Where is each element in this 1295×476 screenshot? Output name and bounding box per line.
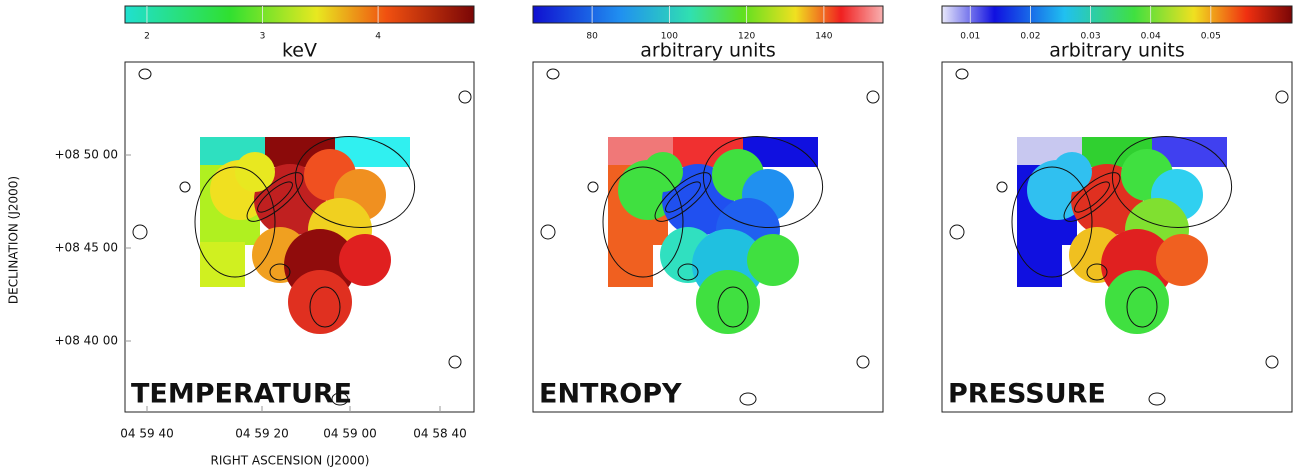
y-axis-label: DECLINATION (J2000) [7, 176, 21, 304]
contour [194, 166, 276, 278]
colorbar-tick-label: 4 [375, 32, 381, 42]
map [540, 68, 880, 406]
contour [702, 135, 824, 229]
contour [132, 224, 148, 240]
contour [677, 263, 699, 281]
panel-frame [532, 61, 884, 413]
contour [540, 224, 556, 240]
contour [546, 68, 560, 80]
colorbar-tick-label: 120 [738, 32, 755, 42]
panel-frame [941, 61, 1293, 413]
contour [246, 172, 304, 222]
contour [955, 68, 969, 80]
colorbar-tick-label: 0.05 [1201, 32, 1221, 42]
contour [309, 286, 341, 328]
colorbar-label: arbitrary units [1049, 40, 1185, 62]
contour [1275, 90, 1289, 104]
colorbar-tick-label: 0.01 [960, 32, 980, 42]
contour [179, 181, 191, 193]
y-tick-label: +08 45 00 [55, 241, 119, 255]
contour [269, 263, 291, 281]
panel-label: PRESSURE [948, 379, 1106, 410]
panel-label: ENTROPY [539, 379, 682, 410]
contour [257, 181, 293, 213]
contour [739, 392, 757, 406]
map-region [288, 270, 352, 334]
map-region [235, 152, 275, 192]
colorbar [941, 5, 1293, 24]
x-tick-label: 04 59 20 [235, 427, 288, 441]
colorbar [124, 5, 475, 24]
contour [866, 90, 880, 104]
contour [654, 172, 712, 222]
map-region [747, 234, 799, 286]
contour [448, 355, 462, 369]
contour [331, 392, 349, 406]
colorbar-tick-label: 2 [144, 32, 150, 42]
colorbar-tick-label: 100 [661, 32, 678, 42]
contour [294, 135, 416, 229]
contour [138, 68, 152, 80]
map-region [643, 152, 683, 192]
y-tick-label: +08 40 00 [55, 334, 119, 348]
contour [1265, 355, 1279, 369]
contour [1111, 135, 1233, 229]
colorbar-tick-label: 0.02 [1020, 32, 1040, 42]
x-axis-label: RIGHT ASCENSION (J2000) [211, 454, 370, 468]
contour [458, 90, 472, 104]
contour [1063, 172, 1121, 222]
map-region [339, 234, 391, 286]
panel-frame [124, 61, 475, 413]
map-region [1017, 242, 1062, 287]
colorbar [532, 5, 884, 24]
colorbar-tick-label: 80 [586, 32, 598, 42]
x-tick-label: 04 58 40 [413, 427, 466, 441]
x-tick-label: 04 59 40 [120, 427, 173, 441]
colorbar-label: keV [282, 40, 317, 62]
colorbar-tick-label: 3 [260, 32, 266, 42]
contour [996, 181, 1008, 193]
map [949, 68, 1289, 406]
contour [856, 355, 870, 369]
contour [1074, 181, 1110, 213]
contour [665, 181, 701, 213]
contour [587, 181, 599, 193]
colorbar-label: arbitrary units [640, 40, 776, 62]
x-tick-label: 04 59 00 [323, 427, 376, 441]
map-region [1105, 270, 1169, 334]
contour [1126, 286, 1158, 328]
contour [602, 166, 684, 278]
map-region [200, 242, 245, 287]
contour [1011, 166, 1093, 278]
contour [717, 286, 749, 328]
contour [1086, 263, 1108, 281]
contour [1148, 392, 1166, 406]
map-region [696, 270, 760, 334]
map-region [1156, 234, 1208, 286]
colorbar-tick-label: 0.03 [1081, 32, 1101, 42]
map-region [608, 242, 653, 287]
map [132, 68, 472, 406]
colorbar-tick-label: 0.04 [1141, 32, 1161, 42]
contour [949, 224, 965, 240]
panel-label: TEMPERATURE [131, 379, 352, 410]
colorbar-tick-label: 140 [815, 32, 832, 42]
map-region [1052, 152, 1092, 192]
y-tick-label: +08 50 00 [55, 148, 119, 162]
